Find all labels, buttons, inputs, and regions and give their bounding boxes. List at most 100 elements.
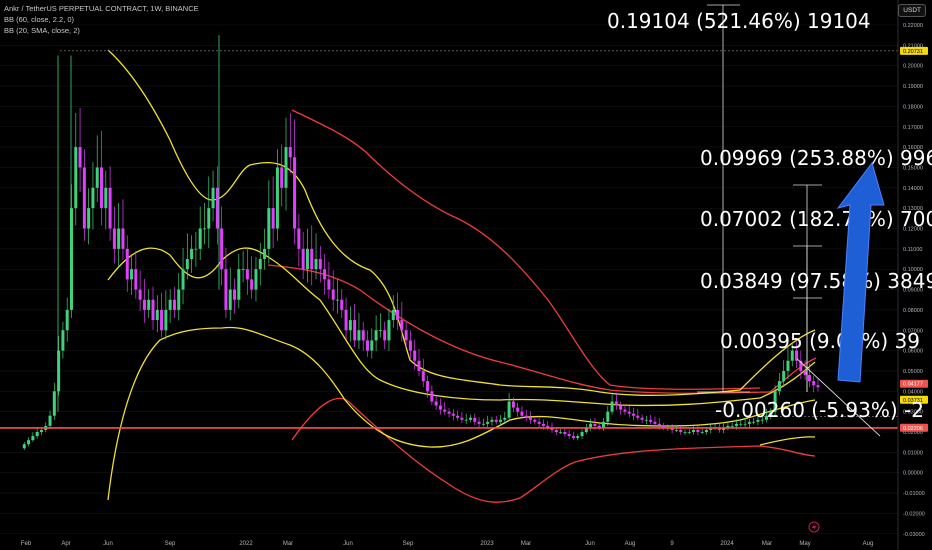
- candle-body: [331, 289, 335, 300]
- price-tick-label: 0.12000: [903, 227, 923, 233]
- price-tag-box: [900, 46, 928, 55]
- candle-body: [773, 391, 777, 412]
- price-tick-label: 0.13000: [903, 206, 923, 212]
- candle-body: [241, 269, 245, 270]
- candle-body: [366, 340, 370, 351]
- band-line: [759, 436, 816, 446]
- candle-body: [335, 299, 339, 301]
- candle-body: [417, 360, 421, 371]
- price-tags: 0.20731 0.04177 0.03731 0.02206: [900, 46, 928, 432]
- candle-body: [108, 187, 112, 229]
- candle-body: [734, 423, 738, 426]
- time-tick-label: 2022: [239, 541, 253, 547]
- candle-body: [674, 429, 678, 431]
- band-line: [107, 326, 816, 501]
- candle-body: [370, 340, 374, 351]
- candle-body: [22, 444, 26, 449]
- candle-body: [361, 330, 365, 341]
- band-line: [267, 264, 771, 394]
- candle-body: [305, 248, 309, 270]
- price-tick-label: -0.03000: [903, 532, 925, 538]
- candle-body: [576, 436, 580, 439]
- candle-body: [323, 269, 327, 280]
- candle-body: [387, 320, 391, 341]
- currency-button[interactable]: USDT: [898, 4, 926, 17]
- candle-body: [314, 259, 318, 270]
- candle-body: [233, 289, 237, 300]
- measurement-tools: 0.19104 (521.46%) 19104 0.09969 (253.88%)…: [607, 4, 932, 422]
- price-tick-label: 0.08000: [903, 308, 923, 314]
- candle-body: [87, 208, 91, 229]
- bolt-icon[interactable]: [808, 521, 820, 533]
- price-axis[interactable]: 0.22000 0.21000 0.20000 0.19000 0.18000 0.170…: [897, 0, 932, 550]
- candle-body: [220, 228, 224, 270]
- candlesticks: [22, 35, 820, 450]
- candle-body: [717, 427, 721, 430]
- measurement-label: 0.09969 (253.88%) 996: [700, 146, 932, 170]
- time-tick-label: Mar: [283, 541, 293, 547]
- candle-body: [121, 228, 125, 249]
- price-tick-label: 0.18000: [903, 104, 923, 110]
- candle-body: [782, 370, 786, 382]
- price-tick-label: 0.17000: [903, 125, 923, 131]
- candle-body: [190, 248, 194, 260]
- candle-body: [353, 320, 357, 341]
- candle-body: [632, 413, 636, 416]
- band-line: [107, 49, 816, 396]
- candle-body: [546, 425, 550, 428]
- candle-body: [117, 228, 121, 249]
- candle-body: [430, 391, 434, 402]
- price-tick-label: -0.01000: [903, 491, 925, 497]
- candle-body: [481, 423, 485, 425]
- candle-body: [100, 167, 104, 209]
- candle-body: [786, 360, 790, 371]
- candle-body: [473, 417, 477, 422]
- candle-body: [297, 228, 301, 249]
- candle-body: [142, 299, 146, 310]
- candle-body: [443, 409, 447, 412]
- candle-body: [803, 370, 807, 376]
- candle-body: [657, 423, 661, 426]
- candle-body: [245, 269, 249, 280]
- time-tick-label: Mar: [762, 541, 772, 547]
- time-tick-label: Jun: [585, 541, 595, 547]
- candle-body: [288, 147, 292, 158]
- candle-body: [263, 248, 267, 260]
- candle-body: [739, 423, 743, 425]
- candle-body: [537, 421, 541, 424]
- candle-body: [147, 299, 151, 310]
- measurement-label: 0.07002 (182.70%) 700: [700, 207, 932, 231]
- candle-body: [172, 299, 176, 310]
- band-line: [107, 247, 816, 407]
- candle-body: [344, 309, 348, 331]
- candle-body: [687, 432, 691, 433]
- time-tick-label: Sep: [165, 541, 176, 547]
- candle-body: [524, 415, 528, 418]
- candle-body: [640, 417, 644, 420]
- candle-body: [700, 432, 704, 433]
- candle-body: [529, 417, 533, 420]
- time-axis[interactable]: Feb Apr Jun Sep 2022 Mar Jun Sep 2023 Mar Jun Aug 9 2…: [21, 541, 874, 547]
- price-tick-label: 0.14000: [903, 186, 923, 192]
- price-tick-label: 0.16000: [903, 145, 923, 151]
- price-tick-label: 0.04000: [903, 389, 923, 395]
- candle-body: [752, 421, 756, 423]
- candle-body: [477, 421, 481, 424]
- price-tick-label: 0.10000: [903, 267, 923, 273]
- candle-body: [756, 419, 760, 422]
- candle-body: [520, 411, 524, 416]
- candle-body: [434, 401, 438, 406]
- candle-body: [799, 360, 803, 371]
- candle-body: [456, 415, 460, 418]
- candle-body: [293, 157, 297, 229]
- chart-grid: [0, 24, 898, 535]
- price-tag-label: 0.03731: [903, 398, 923, 404]
- candle-body: [790, 350, 794, 361]
- price-tick-label: 0.03000: [903, 410, 923, 416]
- candle-body: [250, 279, 254, 290]
- candle-body: [69, 208, 73, 310]
- candle-body: [807, 375, 811, 382]
- candle-body: [550, 427, 554, 430]
- candle-body: [168, 299, 172, 310]
